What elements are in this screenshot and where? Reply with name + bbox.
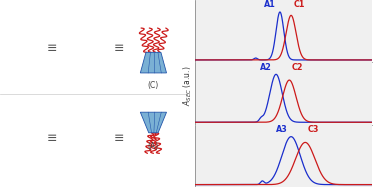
Text: (A): (A) bbox=[148, 142, 159, 151]
Text: (C): (C) bbox=[148, 81, 159, 90]
Polygon shape bbox=[140, 52, 167, 73]
Text: ≡: ≡ bbox=[113, 42, 124, 55]
Text: ≡: ≡ bbox=[47, 42, 57, 55]
Text: C1: C1 bbox=[293, 0, 305, 9]
Text: A3: A3 bbox=[276, 125, 287, 134]
Text: A1: A1 bbox=[264, 0, 276, 9]
Text: ≡: ≡ bbox=[47, 132, 57, 145]
Text: C2: C2 bbox=[291, 62, 303, 71]
Text: C3: C3 bbox=[308, 125, 319, 134]
Text: $A_{SEC}$ (a.u.): $A_{SEC}$ (a.u.) bbox=[181, 66, 194, 106]
Text: A2: A2 bbox=[260, 62, 272, 71]
Text: ≡: ≡ bbox=[113, 132, 124, 145]
Polygon shape bbox=[140, 112, 167, 133]
